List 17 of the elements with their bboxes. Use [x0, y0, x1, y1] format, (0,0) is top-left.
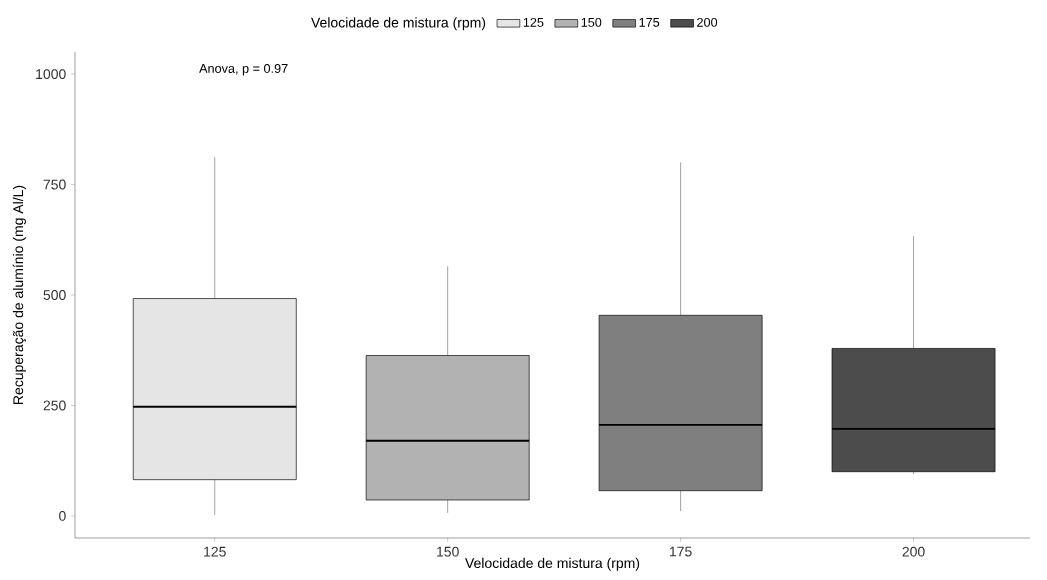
x-tick-label: 175: [670, 546, 692, 557]
x-tick-label: 125: [204, 546, 226, 557]
y-axis-title: Recuperação de alumínio (mg Al/L): [12, 185, 26, 404]
y-tick-label: 1000: [36, 69, 66, 80]
y-tick-label: 500: [43, 290, 66, 300]
legend-title: Velocidade de mistura (rpm): [311, 17, 486, 31]
y-tick-label: 750: [43, 179, 66, 190]
legend-label: 200: [697, 17, 718, 27]
annotation: Anova, p = 0.97: [199, 63, 288, 76]
legend-label: 125: [523, 17, 544, 27]
legend-label: 150: [581, 17, 602, 27]
legend-label: 175: [639, 17, 660, 27]
y-tick-label: 0: [59, 510, 66, 521]
y-tick-label: 250: [43, 400, 66, 411]
x-axis-title: Velocidade de mistura (rpm): [465, 557, 640, 571]
x-tick-label: 200: [902, 546, 925, 557]
x-tick-label: 150: [437, 546, 459, 557]
